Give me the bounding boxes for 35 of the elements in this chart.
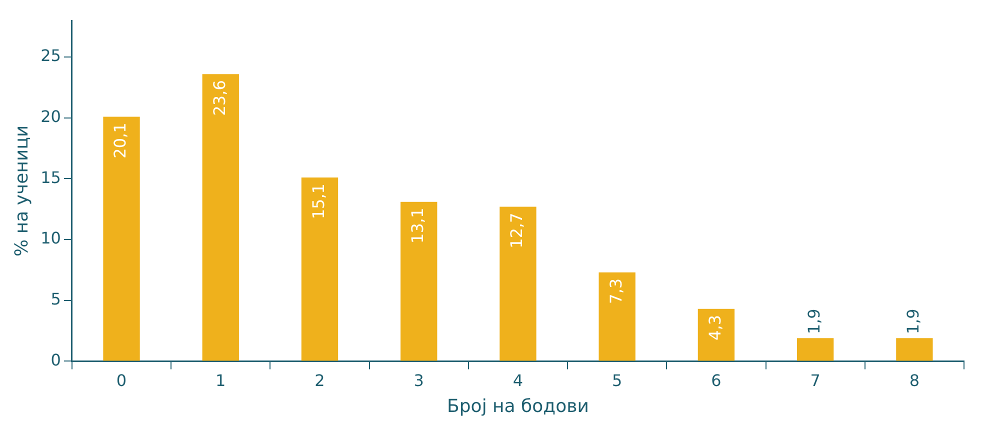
data-label: 15,1 — [308, 184, 328, 220]
data-label: 1,9 — [804, 308, 824, 334]
data-label: 1,9 — [904, 308, 923, 334]
x-tick-label: 4 — [512, 370, 524, 390]
y-tick-label: 20 — [40, 107, 61, 126]
data-label: 20,1 — [110, 122, 130, 158]
y-tick-label: 15 — [40, 168, 61, 187]
x-tick-label: 7 — [810, 370, 820, 390]
data-label: 13,1 — [408, 208, 428, 244]
bar — [500, 206, 536, 361]
bar — [400, 202, 438, 361]
data-label: 7,3 — [606, 278, 626, 304]
y-tick-label: 5 — [50, 290, 61, 309]
x-axis-title: Број на бодови — [447, 396, 589, 417]
x-tick-label: 8 — [909, 370, 920, 390]
x-tick-label: 6 — [711, 370, 722, 390]
y-tick-label: 0 — [50, 350, 61, 370]
x-tick-label: 3 — [414, 370, 424, 390]
x-tick-label: 1 — [216, 370, 226, 390]
y-tick-label: 25 — [40, 46, 61, 66]
x-tick-label: 5 — [612, 370, 622, 390]
y-tick-label: 10 — [40, 228, 61, 248]
y-axis-title: % на ученици — [11, 125, 32, 256]
bar — [202, 74, 239, 361]
bar — [896, 338, 933, 361]
bar — [301, 178, 338, 361]
data-label: 4,3 — [705, 314, 724, 340]
data-label: 23,6 — [210, 80, 229, 116]
bar — [598, 272, 636, 361]
data-label: 12,7 — [507, 212, 526, 248]
bar — [698, 308, 735, 361]
bar — [103, 116, 140, 361]
x-tick-label: 2 — [314, 370, 325, 390]
x-tick-label: 0 — [116, 370, 127, 390]
bar — [796, 338, 834, 361]
